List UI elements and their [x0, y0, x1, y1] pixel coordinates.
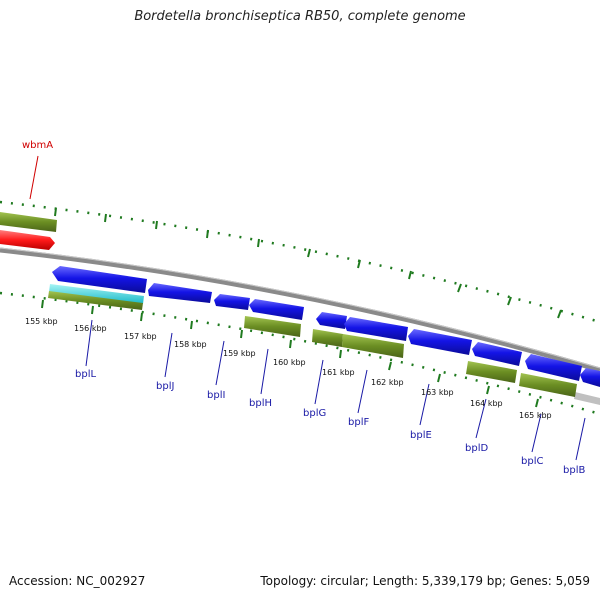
- genome-backbone: [0, 247, 600, 373]
- gene-label-bplB: bplB: [563, 465, 585, 476]
- gene-label-bplD: bplD: [465, 443, 488, 454]
- cds-bplH: [249, 299, 304, 320]
- wbmA-leader: [29, 155, 39, 200]
- svg-text:163 kbp: 163 kbp: [421, 388, 454, 397]
- svg-text:162 kbp: 162 kbp: [371, 378, 404, 387]
- rna-features: [244, 316, 577, 397]
- gene-label-bplI: bplI: [207, 390, 225, 401]
- inner-major-ticks: [41, 299, 539, 408]
- feature-green-top-left: [0, 212, 57, 232]
- map-title: Bordetella bronchiseptica RB50, complete…: [134, 9, 466, 24]
- gene-label-bplL: bplL: [75, 369, 96, 380]
- genome-summary-text: Topology: circular; Length: 5,339,179 bp…: [260, 574, 590, 588]
- gene-label-bplF: bplF: [348, 417, 369, 428]
- svg-text:158 kbp: 158 kbp: [174, 340, 207, 349]
- backbone-tail: [574, 392, 600, 405]
- svg-text:157 kbp: 157 kbp: [124, 332, 157, 341]
- feature-cyan: [49, 284, 144, 304]
- svg-text:160 kbp: 160 kbp: [273, 358, 306, 367]
- svg-text:159 kbp: 159 kbp: [223, 349, 256, 358]
- cds-bplG: [316, 312, 347, 329]
- svg-text:155 kbp: 155 kbp: [25, 317, 58, 326]
- gene-label-wbmA: wbmA: [22, 140, 53, 151]
- feature-green-1: [48, 291, 143, 310]
- gene-label-bplE: bplE: [410, 430, 432, 441]
- cds-features: [52, 266, 600, 387]
- ruler-labels: 155 kbp 156 kbp 157 kbp 158 kbp 159 kbp …: [25, 317, 552, 420]
- gene-labels: wbmA bplL bplJ bplI bplH bplG bplF bplE …: [22, 140, 585, 476]
- cds-bplJ: [148, 283, 212, 303]
- cds-bplL: [52, 266, 147, 293]
- feature-wbmA: [0, 230, 55, 250]
- outer-major-ticks: [54, 207, 562, 319]
- cds-bplD: [472, 342, 522, 366]
- gene-label-bplH: bplH: [249, 398, 272, 409]
- gene-label-bplC: bplC: [521, 456, 543, 467]
- cds-bplF: [344, 317, 408, 341]
- cds-bplB: [580, 368, 600, 387]
- accession-text: Accession: NC_002927: [9, 574, 146, 588]
- svg-text:165 kbp: 165 kbp: [519, 411, 552, 420]
- gene-label-bplJ: bplJ: [156, 381, 174, 392]
- cds-bplE: [408, 329, 472, 355]
- cds-bplI: [214, 294, 250, 310]
- svg-text:156 kbp: 156 kbp: [74, 324, 107, 333]
- gene-label-bplG: bplG: [303, 408, 326, 419]
- svg-text:164 kbp: 164 kbp: [470, 399, 503, 408]
- svg-text:161 kbp: 161 kbp: [322, 368, 355, 377]
- gene-leaders: [85, 319, 586, 461]
- cds-bplC: [525, 354, 582, 381]
